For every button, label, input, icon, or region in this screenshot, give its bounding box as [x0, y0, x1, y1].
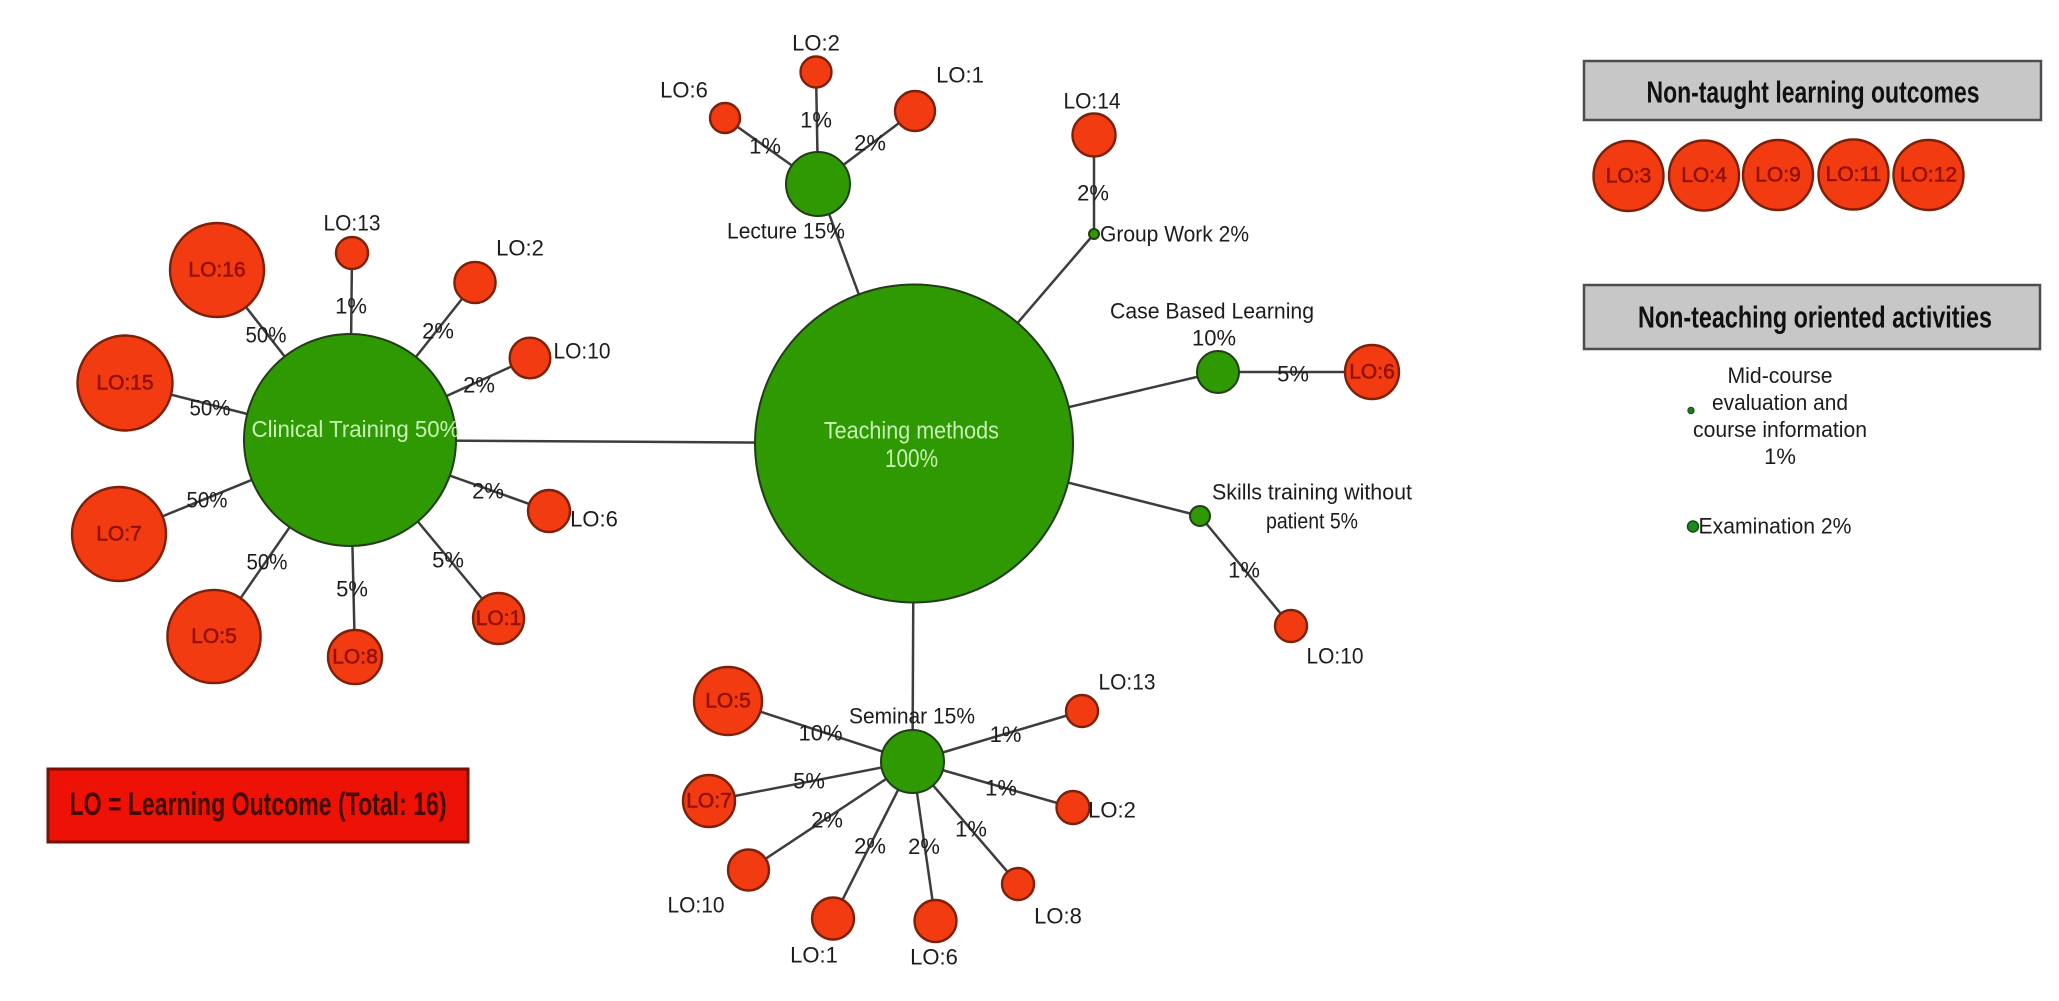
svg-text:LO:6: LO:6: [660, 78, 708, 103]
svg-text:5%: 5%: [793, 769, 825, 794]
svg-text:10%: 10%: [798, 721, 842, 746]
svg-text:LO:5: LO:5: [705, 690, 751, 713]
svg-text:patient 5%: patient 5%: [1266, 509, 1358, 534]
svg-text:evaluation and: evaluation and: [1712, 390, 1848, 415]
svg-text:LO:7: LO:7: [686, 790, 732, 813]
svg-text:LO:10: LO:10: [1307, 644, 1364, 669]
svg-text:LO:2: LO:2: [1088, 798, 1136, 823]
svg-text:LO:13: LO:13: [1099, 670, 1156, 695]
svg-text:LO:12: LO:12: [1900, 164, 1957, 187]
svg-text:LO:1: LO:1: [936, 63, 984, 88]
svg-text:50%: 50%: [247, 550, 288, 575]
svg-text:LO = Learning Outcome (Total:: LO = Learning Outcome (Total: 16): [70, 786, 447, 822]
svg-text:5%: 5%: [432, 548, 464, 573]
svg-text:LO:2: LO:2: [792, 31, 840, 56]
svg-text:2%: 2%: [472, 479, 504, 504]
svg-text:LO:6: LO:6: [910, 945, 958, 970]
svg-text:Mid-course: Mid-course: [1728, 363, 1833, 388]
svg-text:10%: 10%: [1192, 326, 1236, 351]
svg-text:Seminar 15%: Seminar 15%: [849, 704, 975, 729]
svg-text:LO:8: LO:8: [332, 646, 378, 669]
svg-text:5%: 5%: [1277, 362, 1309, 387]
svg-text:5%: 5%: [336, 577, 368, 602]
svg-text:LO:16: LO:16: [188, 259, 245, 282]
svg-text:LO:4: LO:4: [1681, 164, 1727, 187]
svg-text:50%: 50%: [190, 396, 231, 421]
svg-text:2%: 2%: [463, 373, 495, 398]
svg-text:LO:10: LO:10: [554, 339, 611, 364]
svg-text:LO:6: LO:6: [1349, 361, 1395, 384]
svg-text:Non-teaching oriented activiti: Non-teaching oriented activities: [1638, 300, 1992, 335]
svg-text:LO:13: LO:13: [324, 211, 381, 236]
svg-text:LO:9: LO:9: [1755, 164, 1801, 187]
svg-text:100%: 100%: [885, 445, 938, 473]
svg-text:2%: 2%: [854, 131, 886, 156]
svg-text:LO:11: LO:11: [1826, 163, 1882, 186]
svg-text:Clinical Training 50%: Clinical Training 50%: [252, 416, 460, 442]
svg-text:LO:5: LO:5: [191, 625, 237, 648]
svg-text:2%: 2%: [811, 808, 843, 833]
svg-text:1%: 1%: [955, 817, 987, 842]
svg-text:LO:14: LO:14: [1064, 89, 1121, 114]
svg-text:LO:10: LO:10: [668, 893, 725, 918]
svg-text:1%: 1%: [749, 134, 781, 159]
svg-text:Skills training without: Skills training without: [1212, 480, 1412, 505]
svg-text:1%: 1%: [800, 108, 832, 133]
svg-text:LO:2: LO:2: [496, 236, 544, 261]
svg-text:LO:1: LO:1: [476, 607, 522, 630]
svg-text:2%: 2%: [908, 834, 940, 859]
svg-text:Teaching methods: Teaching methods: [824, 418, 999, 445]
svg-text:50%: 50%: [187, 488, 228, 513]
svg-text:Case Based Learning: Case Based Learning: [1110, 299, 1314, 324]
svg-text:1%: 1%: [990, 722, 1022, 747]
svg-text:1%: 1%: [1764, 444, 1796, 469]
svg-text:1%: 1%: [335, 294, 367, 319]
svg-text:LO:3: LO:3: [1606, 165, 1652, 188]
svg-text:LO:8: LO:8: [1034, 904, 1082, 929]
svg-text:Examination 2%: Examination 2%: [1699, 514, 1852, 539]
svg-text:course information: course information: [1693, 417, 1867, 442]
svg-text:2%: 2%: [1077, 181, 1109, 206]
svg-text:50%: 50%: [246, 323, 287, 348]
svg-text:LO:6: LO:6: [570, 507, 618, 532]
svg-text:LO:15: LO:15: [96, 372, 153, 395]
svg-text:Lecture 15%: Lecture 15%: [727, 219, 845, 244]
svg-text:LO:7: LO:7: [96, 523, 142, 546]
svg-text:1%: 1%: [1228, 558, 1260, 583]
svg-text:Non-taught learning outcomes: Non-taught learning outcomes: [1647, 75, 1980, 110]
svg-text:Group Work 2%: Group Work 2%: [1100, 222, 1249, 247]
svg-text:2%: 2%: [854, 834, 886, 859]
svg-text:2%: 2%: [422, 319, 454, 344]
svg-text:LO:1: LO:1: [790, 943, 838, 968]
svg-text:1%: 1%: [985, 776, 1017, 801]
